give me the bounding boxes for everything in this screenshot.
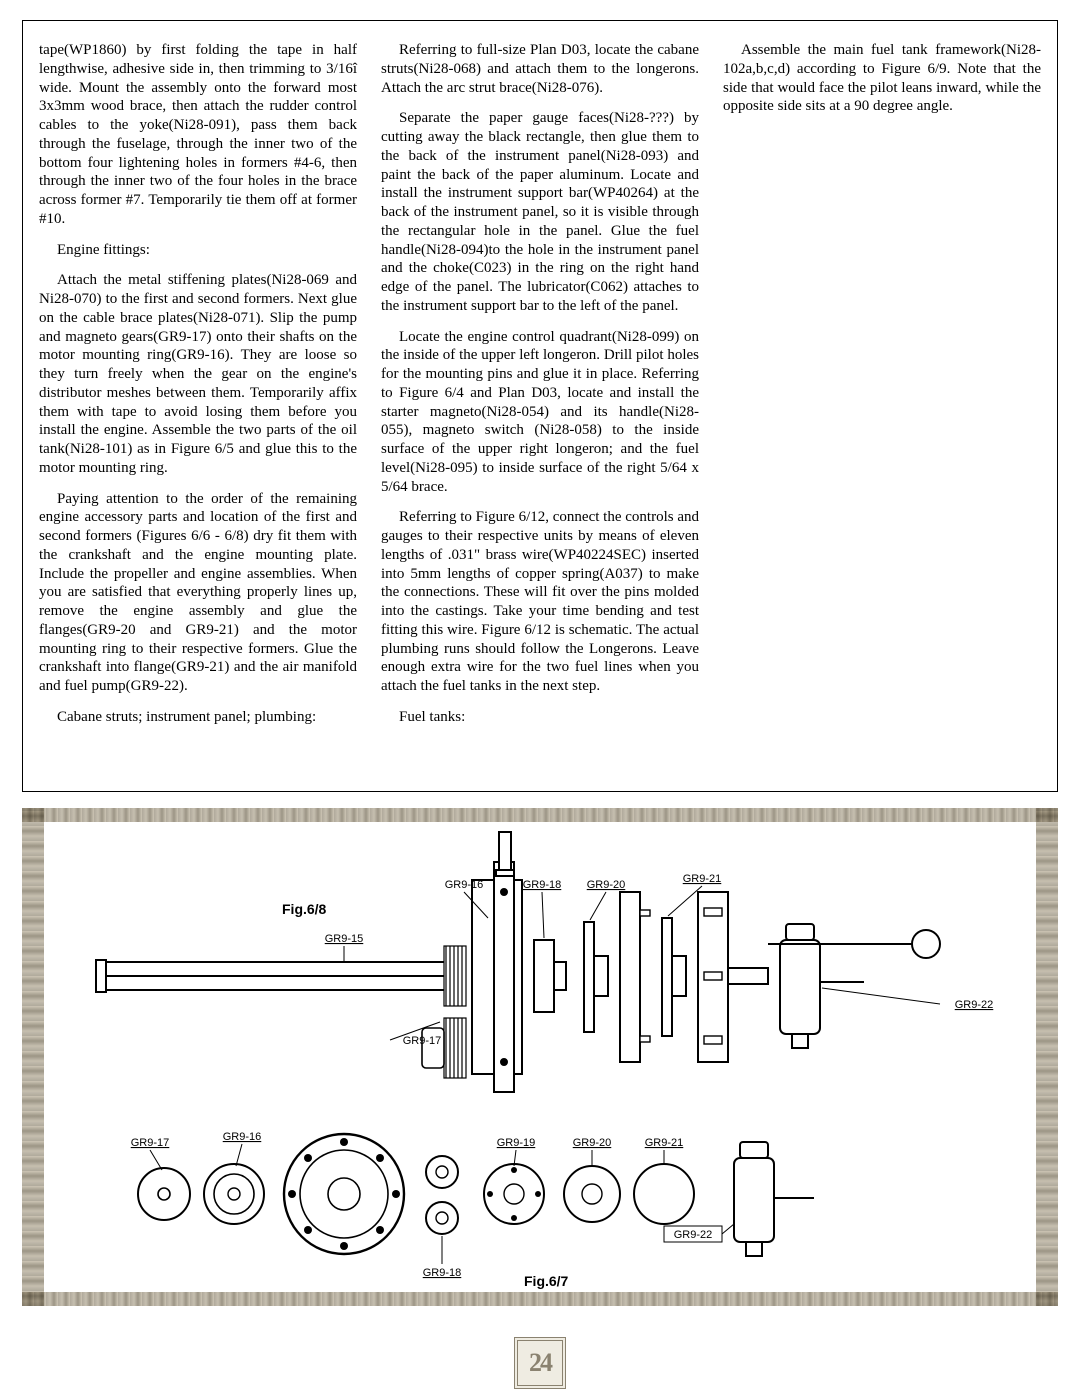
svg-text:GR9-18: GR9-18 [523, 879, 562, 891]
svg-text:GR9-16: GR9-16 [223, 1131, 262, 1143]
frame-border [22, 808, 44, 1306]
svg-text:GR9-16: GR9-16 [445, 879, 484, 891]
svg-text:GR9-22: GR9-22 [955, 999, 994, 1011]
section-heading-engine-fittings: Engine fittings: [39, 241, 357, 260]
paragraph: Attach the metal stiffening plates(Ni28-… [39, 271, 357, 477]
frame-border [22, 808, 1058, 822]
svg-text:GR9-21: GR9-21 [683, 873, 722, 885]
page-number-badge: 24 [514, 1337, 566, 1389]
figure-label-6-8: Fig.6/8 [282, 901, 327, 917]
section-heading-cabane-struts: Cabane struts; instrument panel; plumbin… [39, 708, 357, 727]
svg-text:GR9-20: GR9-20 [587, 879, 626, 891]
svg-text:GR9-15: GR9-15 [325, 933, 364, 945]
paragraph: Separate the paper gauge faces(Ni28-???)… [381, 109, 699, 315]
instruction-text-box: tape(WP1860) by first folding the tape i… [22, 20, 1058, 792]
paragraph: Assemble the main fuel tank framework(Ni… [723, 41, 1041, 116]
svg-text:GR9-22: GR9-22 [674, 1229, 713, 1241]
paragraph: Paying attention to the order of the rem… [39, 490, 357, 696]
svg-text:GR9-20: GR9-20 [573, 1137, 612, 1149]
figure-6-7-6-8: Fig.6/8 GR9-16 GR9-15 GR9-17 GR9-18 GR9-… [22, 808, 1058, 1306]
svg-text:GR9-17: GR9-17 [403, 1035, 442, 1047]
section-heading-fuel-tanks: Fuel tanks: [381, 708, 699, 727]
paragraph: Locate the engine control quadrant(Ni28-… [381, 328, 699, 497]
paragraph: Referring to Figure 6/12, connect the co… [381, 508, 699, 696]
svg-text:GR9-19: GR9-19 [497, 1137, 536, 1149]
frame-border [1036, 808, 1058, 1306]
paragraph: Referring to full-size Plan D03, locate … [381, 41, 699, 97]
figure-label-6-7: Fig.6/7 [524, 1273, 569, 1289]
svg-text:GR9-21: GR9-21 [645, 1137, 684, 1149]
paragraph: tape(WP1860) by first folding the tape i… [39, 41, 357, 229]
frame-border [22, 1292, 1058, 1306]
page-number: 24 [529, 1347, 551, 1380]
figure-canvas: Fig.6/8 GR9-16 GR9-15 GR9-17 GR9-18 GR9-… [44, 822, 1036, 1292]
svg-text:GR9-18: GR9-18 [423, 1267, 462, 1279]
svg-text:GR9-17: GR9-17 [131, 1137, 170, 1149]
